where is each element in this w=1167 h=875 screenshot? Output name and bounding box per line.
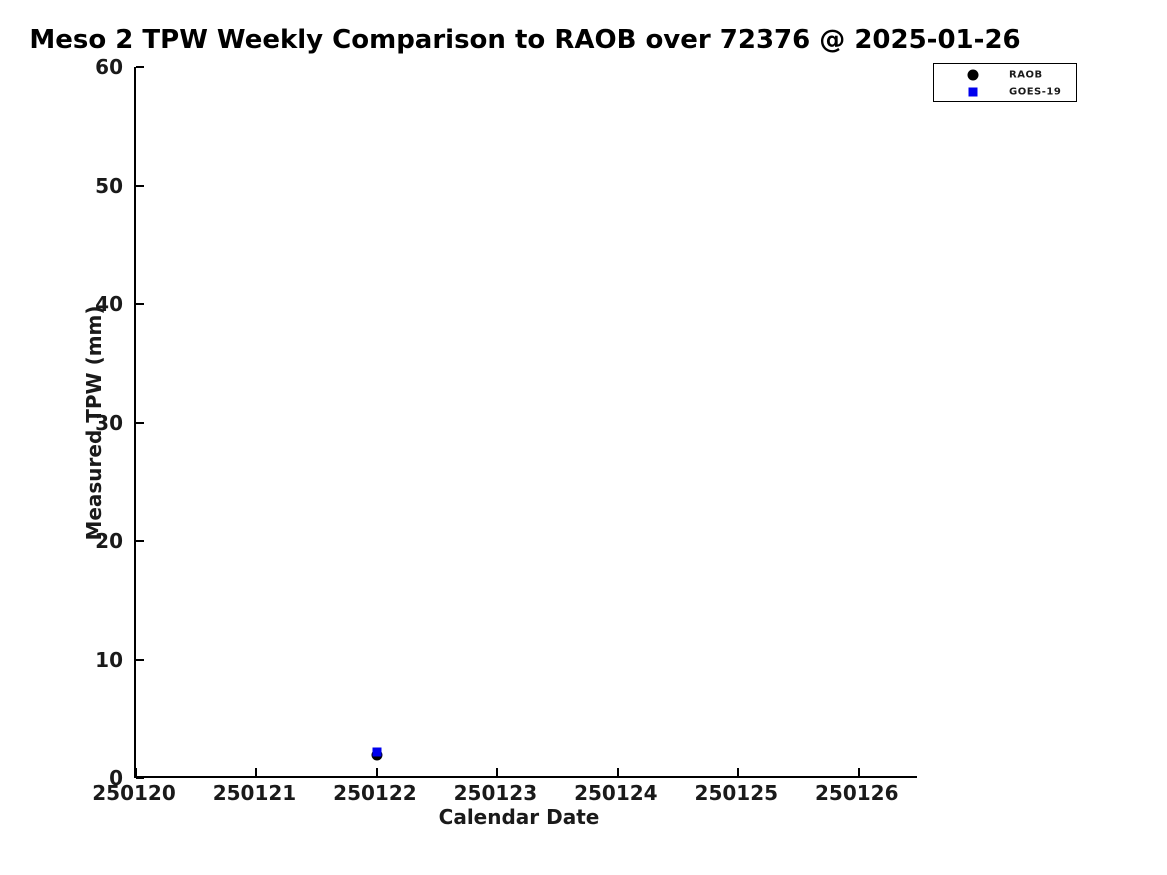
legend-label-raob: RAOB <box>1009 69 1043 81</box>
y-tick-label: 0 <box>109 766 123 790</box>
legend-marker-raob <box>967 69 979 81</box>
x-tick-label: 250121 <box>212 781 297 805</box>
y-tick-mark <box>136 66 144 68</box>
x-tick-label: 250120 <box>92 781 176 805</box>
y-tick-label: 40 <box>95 292 123 316</box>
x-tick-mark <box>135 768 137 776</box>
x-axis-label: Calendar Date <box>438 805 600 829</box>
y-tick-mark <box>136 658 144 661</box>
x-tick-mark <box>496 768 499 776</box>
x-tick-mark <box>616 768 619 776</box>
x-tick-label: 250126 <box>815 781 899 805</box>
x-tick-label: 250125 <box>694 781 779 805</box>
x-tick-mark <box>737 768 740 776</box>
y-tick-mark <box>136 540 144 542</box>
y-tick-mark <box>136 421 144 424</box>
data-point-goes-19 <box>372 747 382 757</box>
y-tick-label: 30 <box>95 410 123 435</box>
y-tick-mark <box>136 777 144 779</box>
y-tick-label: 50 <box>95 173 123 198</box>
legend-label-goes-19: GOES-19 <box>1009 86 1062 97</box>
x-tick-label: 250123 <box>453 781 538 805</box>
x-tick-label: 250122 <box>333 781 417 805</box>
legend-marker-goes-19 <box>968 87 978 96</box>
y-tick-mark <box>136 184 144 187</box>
y-tick-label: 60 <box>95 55 123 79</box>
legend: RAOB GOES-19 <box>933 63 1077 102</box>
x-tick-mark <box>375 768 378 776</box>
chart-title: Meso 2 TPW Weekly Comparison to RAOB ove… <box>29 25 1021 55</box>
plot-area <box>134 66 917 779</box>
x-tick-label: 250124 <box>574 781 658 805</box>
x-tick-mark <box>255 768 258 776</box>
y-tick-mark <box>136 303 144 305</box>
y-tick-label: 10 <box>95 647 123 672</box>
x-tick-mark <box>857 768 860 776</box>
y-tick-label: 20 <box>95 529 123 553</box>
